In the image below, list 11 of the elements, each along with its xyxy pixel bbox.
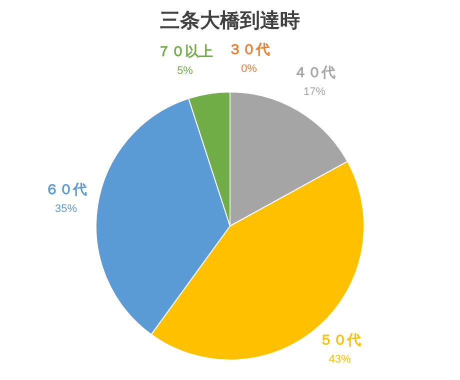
slice-label: ４０代 — [294, 64, 336, 80]
slice-label: ６０代 — [45, 181, 88, 198]
slice-label: ７０以上 — [157, 43, 214, 60]
text: 0% — [241, 63, 257, 75]
data-label: 5% — [177, 65, 194, 78]
chart-title: 三条大橋到達時 — [160, 10, 300, 32]
data-label: 43% — [328, 354, 351, 366]
category-label: ３０代 — [228, 41, 270, 57]
data-label: 35% — [55, 203, 78, 216]
data-label: 17% — [303, 86, 326, 98]
slice-label: ５０代 — [318, 332, 361, 348]
